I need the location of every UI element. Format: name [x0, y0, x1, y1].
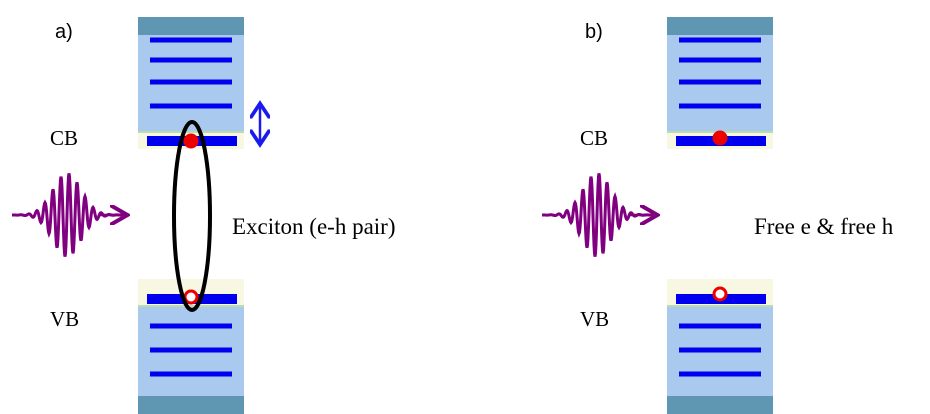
band-edge — [138, 396, 244, 414]
energy-level — [679, 372, 761, 377]
panel-label: a) — [55, 21, 73, 43]
energy-level — [679, 38, 761, 43]
energy-level — [679, 324, 761, 329]
electron — [184, 134, 199, 149]
diagram: a) CB VB Exciton (e-h pair) b) CB VB Free e & f… — [0, 0, 930, 414]
energy-level — [679, 58, 761, 63]
electron — [713, 131, 728, 146]
energy-level — [679, 104, 761, 109]
energy-level — [150, 372, 232, 377]
hole — [185, 291, 197, 303]
band-edge — [667, 17, 773, 35]
energy-level — [679, 348, 761, 353]
cb-label: CB — [580, 126, 608, 150]
band-edge — [138, 17, 244, 35]
energy-level — [150, 348, 232, 353]
band-edge — [667, 396, 773, 414]
panels: a) CB VB Exciton (e-h pair) b) CB VB Free e & f… — [12, 17, 894, 414]
energy-level — [150, 38, 232, 43]
panel-label: b) — [585, 21, 603, 43]
energy-level — [679, 80, 761, 85]
energy-level — [150, 324, 232, 329]
hole — [714, 288, 726, 300]
caption: Free e & free h — [754, 214, 894, 239]
cb-label: CB — [50, 126, 78, 150]
vb-label: VB — [580, 307, 609, 331]
energy-level — [150, 80, 232, 85]
vb-label: VB — [50, 307, 79, 331]
caption: Exciton (e-h pair) — [232, 214, 395, 239]
energy-level — [150, 104, 232, 109]
energy-level — [150, 58, 232, 63]
